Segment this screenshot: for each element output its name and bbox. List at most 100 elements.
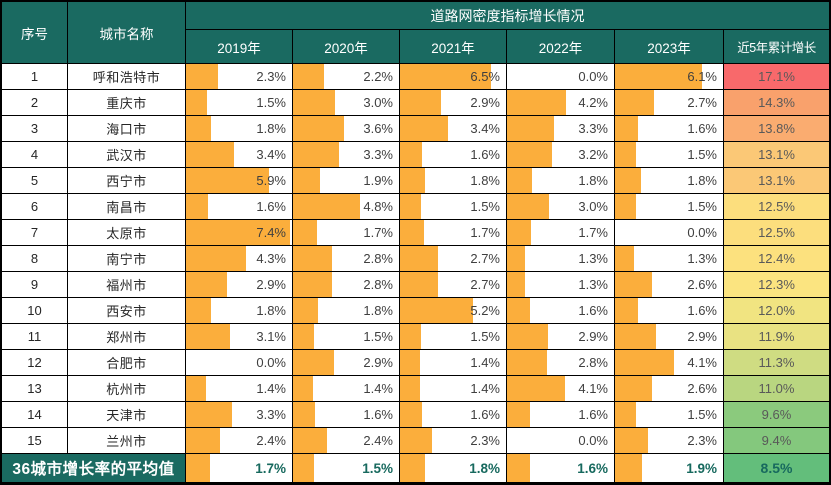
row-serial-number: 1 <box>2 64 67 89</box>
year-value-cell: 1.6% <box>400 402 506 427</box>
value-bar <box>293 324 315 349</box>
year-value-cell: 1.8% <box>186 298 292 323</box>
year-value-cell: 1.7% <box>400 220 506 245</box>
value-label: 1.7% <box>470 225 500 240</box>
value-bar <box>186 168 269 193</box>
year-value-cell: 1.9% <box>293 168 399 193</box>
value-label: 1.4% <box>470 355 500 370</box>
row-city-name: 合肥市 <box>68 350 185 375</box>
value-label: 2.7% <box>470 251 500 266</box>
value-label: 2.9% <box>256 277 286 292</box>
year-value-cell: 1.8% <box>400 168 506 193</box>
value-bar <box>293 116 344 141</box>
value-bar <box>186 454 210 482</box>
row-city-name: 重庆市 <box>68 90 185 115</box>
year-value-cell: 3.3% <box>186 402 292 427</box>
year-value-cell: 1.8% <box>186 116 292 141</box>
value-label: 3.1% <box>256 329 286 344</box>
value-label: 1.6% <box>363 407 393 422</box>
value-label: 1.5% <box>363 329 393 344</box>
value-label: 1.8% <box>470 173 500 188</box>
value-label: 2.6% <box>687 277 717 292</box>
value-label: 3.0% <box>578 199 608 214</box>
row-serial-number: 15 <box>2 428 67 453</box>
value-bar <box>507 376 566 401</box>
value-label: 1.4% <box>363 381 393 396</box>
header-col-year-2019: 2019年 <box>186 30 292 63</box>
year-value-cell: 2.7% <box>400 272 506 297</box>
year-value-cell: 2.2% <box>293 64 399 89</box>
year-value-cell: 5.9% <box>186 168 292 193</box>
year-value-cell: 1.3% <box>507 272 614 297</box>
year-value-cell: 7.4% <box>186 220 292 245</box>
year-value-cell: 2.7% <box>615 90 723 115</box>
row-city-name: 南宁市 <box>68 246 185 271</box>
value-label: 1.3% <box>578 251 608 266</box>
value-label: 1.6% <box>578 407 608 422</box>
header-col-year-2022: 2022年 <box>507 30 614 63</box>
cumulative-value-cell: 11.3% <box>724 350 829 375</box>
value-bar <box>293 376 313 401</box>
year-value-cell: 1.4% <box>186 376 292 401</box>
header-col-cumulative: 近5年累计增长 <box>724 30 829 63</box>
value-label: 6.5% <box>470 69 500 84</box>
value-bar <box>186 90 208 115</box>
cumulative-value-cell: 9.4% <box>724 428 829 453</box>
value-bar <box>507 402 530 427</box>
value-label: 1.8% <box>469 460 500 476</box>
value-label: 2.4% <box>363 433 393 448</box>
year-value-cell: 2.9% <box>293 350 399 375</box>
cumulative-value-cell: 17.1% <box>724 64 829 89</box>
value-label: 1.5% <box>687 147 717 162</box>
row-serial-number: 4 <box>2 142 67 167</box>
year-value-cell: 1.7% <box>507 220 614 245</box>
year-value-cell: 6.1% <box>615 64 723 89</box>
year-value-cell: 1.5% <box>615 402 723 427</box>
value-bar <box>507 272 526 297</box>
cumulative-value-cell: 11.0% <box>724 376 829 401</box>
value-label: 0.0% <box>256 355 286 370</box>
year-value-cell: 3.4% <box>400 116 506 141</box>
value-label: 1.8% <box>578 173 608 188</box>
row-serial-number: 8 <box>2 246 67 271</box>
year-value-cell: 2.9% <box>507 324 614 349</box>
value-bar <box>186 402 233 427</box>
value-label: 4.2% <box>578 95 608 110</box>
cumulative-value-cell: 13.1% <box>724 142 829 167</box>
value-label: 1.5% <box>687 407 717 422</box>
header-col-year-2020: 2020年 <box>293 30 399 63</box>
cumulative-value-cell: 13.8% <box>724 116 829 141</box>
value-bar <box>400 116 448 141</box>
year-value-cell: 1.5% <box>186 90 292 115</box>
value-bar <box>615 168 641 193</box>
value-label: 1.5% <box>470 329 500 344</box>
value-label: 1.8% <box>363 303 393 318</box>
year-value-cell: 2.6% <box>615 272 723 297</box>
row-city-name: 呼和浩特市 <box>68 64 185 89</box>
value-bar <box>400 350 420 375</box>
value-label: 4.8% <box>363 199 393 214</box>
value-bar <box>507 168 533 193</box>
value-label: 0.0% <box>687 225 717 240</box>
value-label: 3.2% <box>578 147 608 162</box>
header-col-city: 城市名称 <box>68 2 185 63</box>
year-value-cell: 2.7% <box>400 246 506 271</box>
year-value-cell: 3.3% <box>293 142 399 167</box>
year-value-cell: 2.4% <box>186 428 292 453</box>
row-serial-number: 6 <box>2 194 67 219</box>
row-serial-number: 11 <box>2 324 67 349</box>
value-bar <box>293 64 324 89</box>
value-bar <box>400 64 492 89</box>
value-label: 1.5% <box>687 199 717 214</box>
value-bar <box>293 428 327 453</box>
value-label: 3.3% <box>363 147 393 162</box>
value-bar <box>507 350 547 375</box>
value-label: 7.4% <box>256 225 286 240</box>
value-bar <box>400 402 423 427</box>
year-value-cell: 2.8% <box>293 272 399 297</box>
row-city-name: 海口市 <box>68 116 185 141</box>
value-label: 1.8% <box>256 303 286 318</box>
year-value-cell: 1.6% <box>293 402 399 427</box>
value-bar <box>615 324 657 349</box>
year-value-cell: 1.5% <box>293 324 399 349</box>
